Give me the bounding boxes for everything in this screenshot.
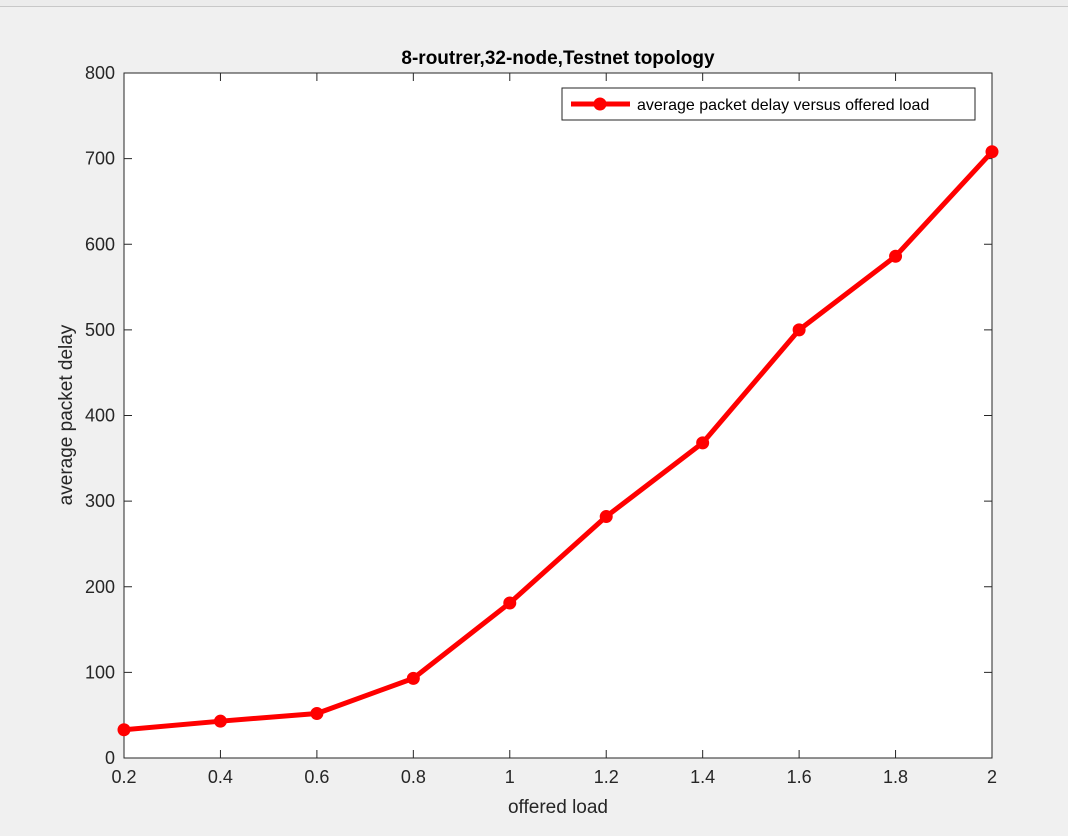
x-tick-label: 0.6 bbox=[304, 767, 329, 787]
x-tick-label: 1.8 bbox=[883, 767, 908, 787]
data-point bbox=[792, 323, 806, 337]
x-tick-label: 1 bbox=[505, 767, 515, 787]
data-point bbox=[599, 510, 613, 524]
data-point bbox=[213, 714, 227, 728]
data-point bbox=[310, 706, 324, 720]
series-line bbox=[121, 149, 995, 733]
data-point bbox=[406, 671, 420, 685]
y-axis-label: average packet delay bbox=[56, 324, 77, 505]
data-point bbox=[117, 723, 131, 737]
x-tick-label: 0.8 bbox=[401, 767, 426, 787]
data-point bbox=[696, 436, 710, 450]
y-tick-label: 400 bbox=[85, 406, 115, 426]
window-top-border bbox=[0, 0, 1068, 7]
y-tick-label: 700 bbox=[85, 149, 115, 169]
y-tick-label: 0 bbox=[105, 748, 115, 768]
x-tick-label: 0.4 bbox=[208, 767, 233, 787]
y-tick-label: 200 bbox=[85, 577, 115, 597]
chart-title: 8-routrer,32-node,Testnet topology bbox=[401, 48, 715, 69]
x-tick-label: 0.2 bbox=[111, 767, 136, 787]
legend-box bbox=[561, 87, 976, 121]
y-tick-label: 600 bbox=[85, 234, 115, 254]
x-tick-label: 1.2 bbox=[594, 767, 619, 787]
y-tick-label: 800 bbox=[85, 63, 115, 83]
x-axis-label: offered load bbox=[508, 797, 608, 818]
x-tick-label: 2 bbox=[987, 767, 997, 787]
y-tick-label: 500 bbox=[85, 320, 115, 340]
series-layer bbox=[117, 145, 999, 737]
data-point bbox=[985, 145, 999, 159]
legend[interactable]: average packet delay versus offered load bbox=[561, 87, 976, 121]
data-point bbox=[889, 249, 903, 263]
plot-area bbox=[124, 73, 992, 758]
data-point bbox=[503, 596, 517, 610]
y-tick-label: 300 bbox=[85, 491, 115, 511]
x-tick-label: 1.6 bbox=[787, 767, 812, 787]
y-tick-labels: 0 100 200 300 400 500 600 700 800 bbox=[85, 63, 115, 768]
y-tick-label: 100 bbox=[85, 662, 115, 682]
x-tick-label: 1.4 bbox=[690, 767, 715, 787]
x-tick-labels: 0.2 0.4 0.6 0.8 1 1.2 1.4 1.6 1.8 2 bbox=[111, 767, 997, 787]
legend-marker-sample bbox=[593, 97, 607, 111]
legend-series-label: average packet delay versus offered load bbox=[637, 97, 929, 114]
